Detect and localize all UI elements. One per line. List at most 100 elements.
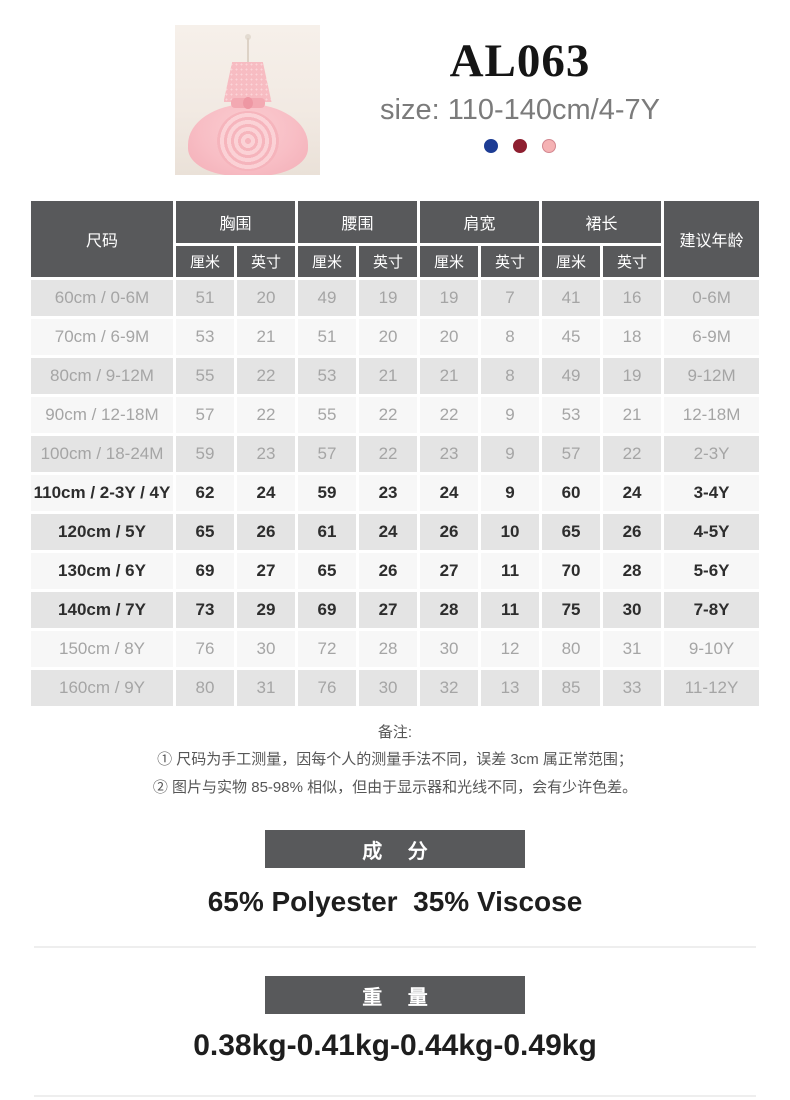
measure-cell: 20 xyxy=(420,319,479,355)
measure-cell: 19 xyxy=(420,280,479,316)
header: AL063 size: 110-140cm/4-7Y xyxy=(0,0,790,198)
product-image xyxy=(175,25,320,175)
color-swatches xyxy=(280,139,760,153)
measure-cell: 24 xyxy=(237,475,296,511)
size-table-body: 60cm / 0-6M 51 20 49 19 19 7 41 16 0-6M 70cm / 6-9… xyxy=(31,280,760,706)
age-cell: 3-4Y xyxy=(664,475,760,511)
measure-cell: 19 xyxy=(359,280,418,316)
unit-inch: 英寸 xyxy=(481,246,540,277)
age-cell: 5-6Y xyxy=(664,553,760,589)
divider xyxy=(34,946,756,948)
header-shoulder: 肩宽 xyxy=(420,201,540,243)
measure-cell: 55 xyxy=(298,397,357,433)
measure-cell: 69 xyxy=(298,592,357,628)
note-line-1: ① 尺码为手工测量，因每个人的测量手法不同，误差 3cm 属正常范围； xyxy=(157,751,633,768)
measure-cell: 57 xyxy=(176,397,234,433)
header-size: 尺码 xyxy=(31,201,173,277)
measure-cell: 69 xyxy=(176,553,234,589)
measure-cell: 33 xyxy=(603,670,662,706)
table-row: 80cm / 9-12M 55 22 53 21 21 8 49 19 9-12M xyxy=(31,358,760,394)
notes: 备注: ① 尺码为手工测量，因每个人的测量手法不同，误差 3cm 属正常范围； … xyxy=(0,720,790,802)
table-row: 140cm / 7Y 73 29 69 27 28 11 75 30 7-8Y xyxy=(31,592,760,628)
size-cell: 140cm / 7Y xyxy=(31,592,173,628)
size-cell: 130cm / 6Y xyxy=(31,553,173,589)
header-waist: 腰围 xyxy=(298,201,418,243)
size-cell: 160cm / 9Y xyxy=(31,670,173,706)
measure-cell: 27 xyxy=(359,592,418,628)
unit-inch: 英寸 xyxy=(359,246,418,277)
age-cell: 6-9M xyxy=(664,319,760,355)
measure-cell: 49 xyxy=(542,358,601,394)
age-cell: 12-18M xyxy=(664,397,760,433)
measure-cell: 30 xyxy=(603,592,662,628)
measure-cell: 80 xyxy=(176,670,234,706)
dress-art-pole xyxy=(246,38,249,64)
measure-cell: 65 xyxy=(298,553,357,589)
measure-cell: 59 xyxy=(176,436,234,472)
measure-cell: 51 xyxy=(298,319,357,355)
notes-title: 备注: xyxy=(377,724,413,741)
measure-cell: 76 xyxy=(298,670,357,706)
table-row: 60cm / 0-6M 51 20 49 19 19 7 41 16 0-6M xyxy=(31,280,760,316)
age-cell: 7-8Y xyxy=(664,592,760,628)
dress-art-bodice xyxy=(223,62,272,102)
measure-cell: 51 xyxy=(176,280,234,316)
color-dot-dark-red xyxy=(513,139,527,153)
measure-cell: 23 xyxy=(237,436,296,472)
measure-cell: 26 xyxy=(420,514,479,550)
measure-cell: 53 xyxy=(176,319,234,355)
measure-cell: 11 xyxy=(481,592,540,628)
measure-cell: 22 xyxy=(603,436,662,472)
measure-cell: 20 xyxy=(359,319,418,355)
measure-cell: 49 xyxy=(298,280,357,316)
size-cell: 60cm / 0-6M xyxy=(31,280,173,316)
table-row: 150cm / 8Y 76 30 72 28 30 12 80 31 9-10Y xyxy=(31,631,760,667)
measure-cell: 30 xyxy=(237,631,296,667)
measure-cell: 76 xyxy=(176,631,234,667)
product-size-range: size: 110-140cm/4-7Y xyxy=(380,94,660,126)
unit-cm: 厘米 xyxy=(176,246,234,277)
measure-cell: 24 xyxy=(603,475,662,511)
measure-cell: 55 xyxy=(176,358,234,394)
measure-cell: 85 xyxy=(542,670,601,706)
measure-cell: 16 xyxy=(603,280,662,316)
size-cell: 120cm / 5Y xyxy=(31,514,173,550)
age-cell: 2-3Y xyxy=(664,436,760,472)
color-dot-pink xyxy=(542,139,556,153)
measure-cell: 59 xyxy=(298,475,357,511)
composition-value: 65% Polyester 35% Viscose xyxy=(207,886,583,917)
measure-cell: 26 xyxy=(603,514,662,550)
measure-cell: 22 xyxy=(237,397,296,433)
unit-cm: 厘米 xyxy=(542,246,601,277)
weight-label: 重 量 xyxy=(265,976,525,1014)
measure-cell: 32 xyxy=(420,670,479,706)
dress-art-bow-knot xyxy=(242,97,253,109)
measure-cell: 22 xyxy=(420,397,479,433)
measure-cell: 60 xyxy=(542,475,601,511)
measure-cell: 29 xyxy=(237,592,296,628)
measure-cell: 53 xyxy=(298,358,357,394)
measure-cell: 23 xyxy=(359,475,418,511)
measure-cell: 18 xyxy=(603,319,662,355)
measure-cell: 70 xyxy=(542,553,601,589)
unit-cm: 厘米 xyxy=(420,246,479,277)
measure-cell: 72 xyxy=(298,631,357,667)
measure-cell: 9 xyxy=(481,475,540,511)
table-row: 160cm / 9Y 80 31 76 30 32 13 85 33 11-12Y xyxy=(31,670,760,706)
measure-cell: 9 xyxy=(481,397,540,433)
table-row: 130cm / 6Y 69 27 65 26 27 11 70 28 5-6Y xyxy=(31,553,760,589)
age-cell: 11-12Y xyxy=(664,670,760,706)
dress-art-finial xyxy=(244,34,251,40)
size-cell: 100cm / 18-24M xyxy=(31,436,173,472)
measure-cell: 28 xyxy=(359,631,418,667)
measure-cell: 24 xyxy=(359,514,418,550)
table-row: 90cm / 12-18M 57 22 55 22 22 9 53 21 12-18M xyxy=(31,397,760,433)
measure-cell: 10 xyxy=(481,514,540,550)
measure-cell: 41 xyxy=(542,280,601,316)
unit-inch: 英寸 xyxy=(603,246,662,277)
measure-cell: 28 xyxy=(603,553,662,589)
size-cell: 70cm / 6-9M xyxy=(31,319,173,355)
measure-cell: 20 xyxy=(237,280,296,316)
measure-cell: 22 xyxy=(237,358,296,394)
